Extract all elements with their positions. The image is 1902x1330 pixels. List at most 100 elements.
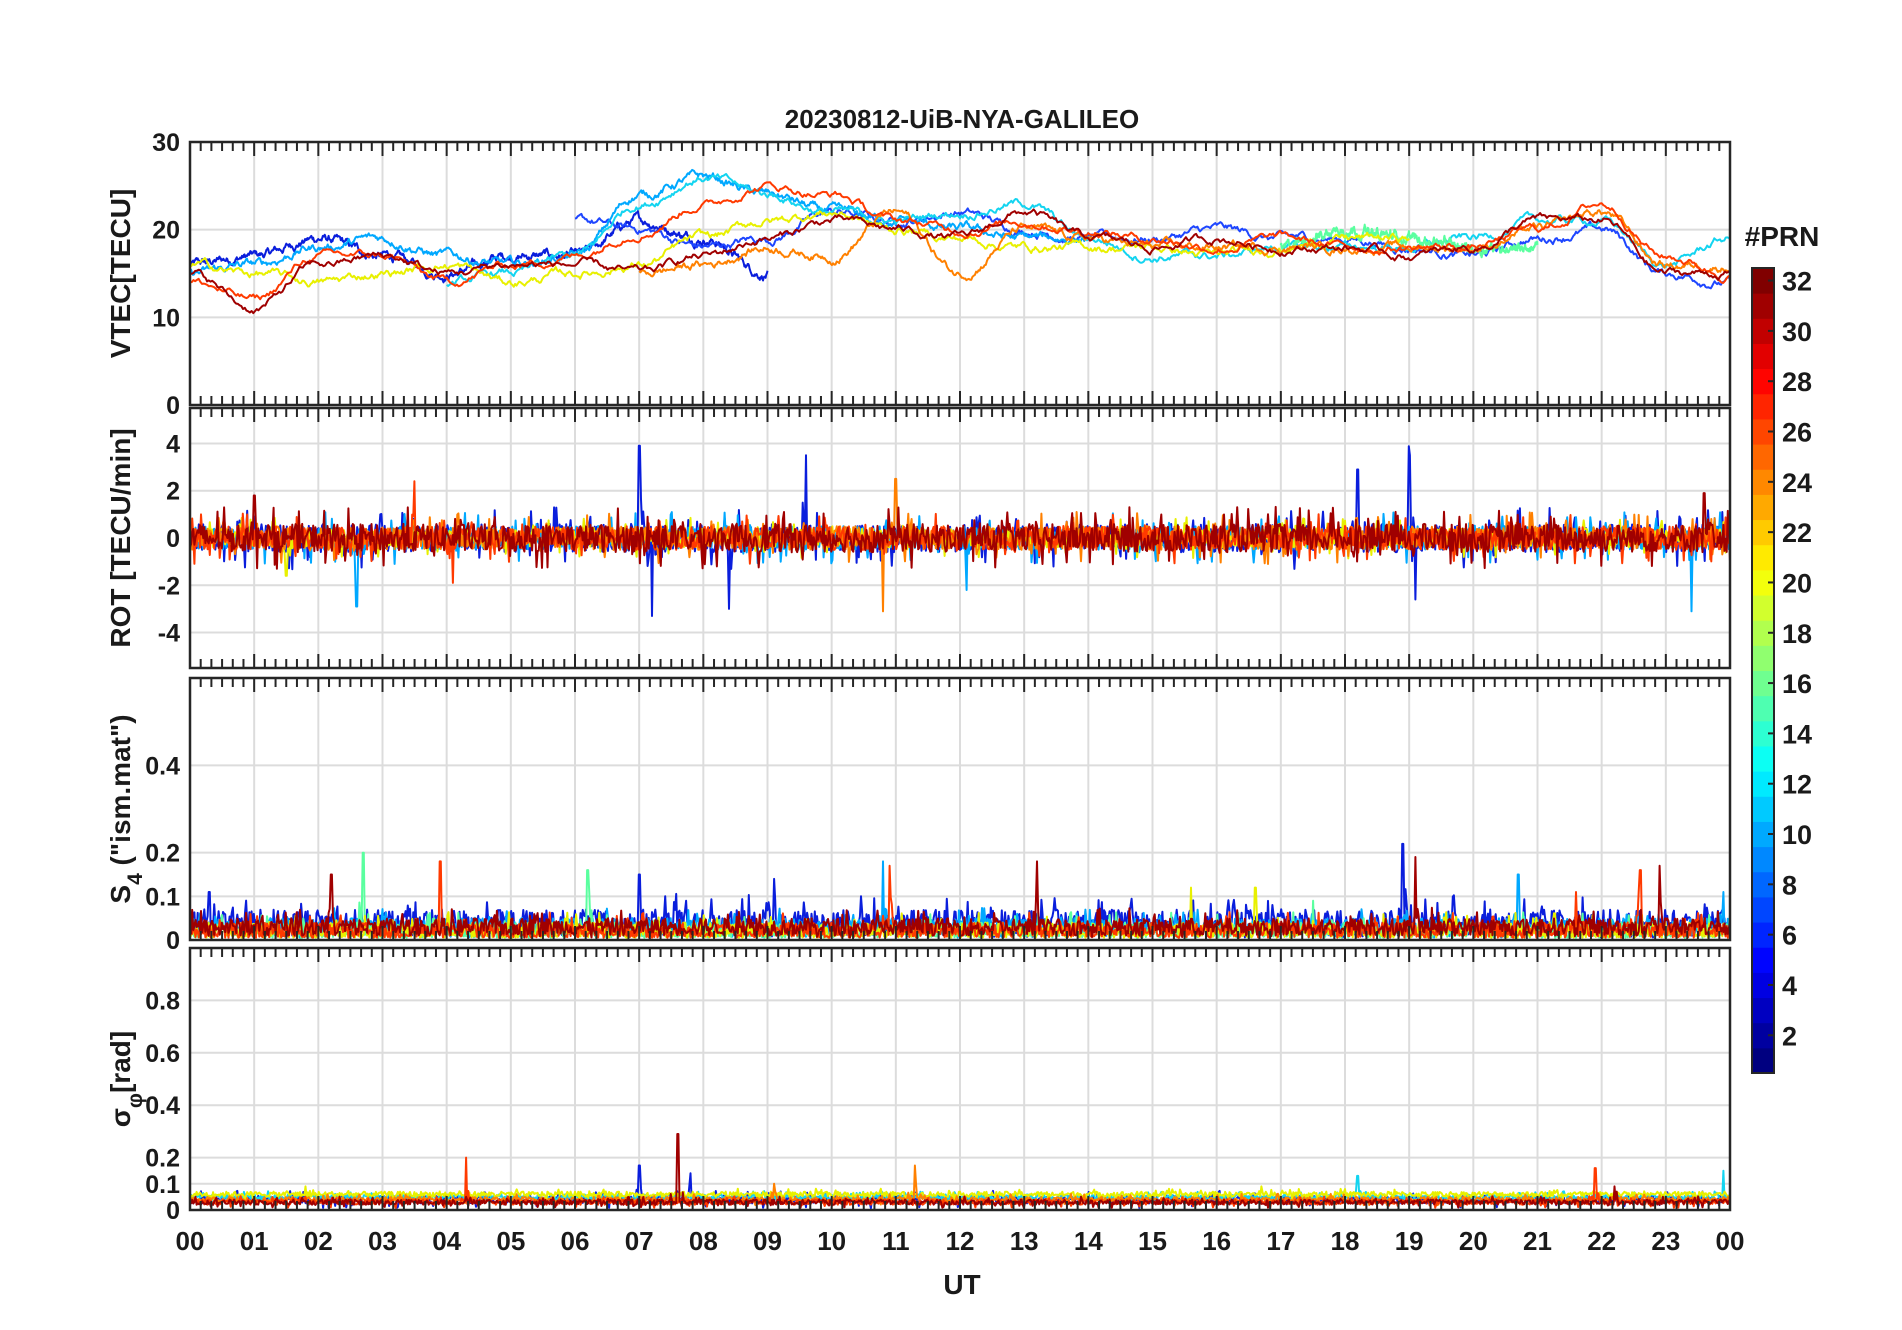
y-tick-label: -4 (158, 620, 180, 648)
y-tick-label: 0.1 (145, 883, 180, 911)
panel-vtec: 0 10 20 30 VTEC[TECU] (105, 129, 1732, 420)
series-group (190, 168, 1730, 315)
colorbar-step (1752, 896, 1774, 923)
colorbar-step (1752, 771, 1774, 797)
colorbar-step (1752, 645, 1774, 671)
y-axis-label-main: S (105, 885, 136, 904)
colorbar-step (1752, 620, 1774, 646)
colorbar-step (1752, 745, 1774, 772)
colorbar-tick-label: 20 (1782, 568, 1812, 598)
colorbar-step (1752, 368, 1774, 395)
y-axis-label: VTEC[TECU] (105, 189, 136, 359)
colorbar-frame (1751, 267, 1775, 1074)
y-tick-label: -2 (158, 572, 180, 600)
x-tick-label: 13 (1010, 1226, 1039, 1256)
colorbar-tick-label: 18 (1782, 619, 1812, 649)
x-tick-label: 06 (561, 1226, 590, 1256)
series-line-prn-27 (190, 181, 1730, 301)
colorbar-step (1752, 821, 1774, 848)
y-tick-label: 10 (152, 304, 180, 332)
y-tick-label: 0.2 (145, 840, 180, 868)
y-tick-label: 0.4 (145, 1092, 180, 1120)
colorbar-tick-label: 10 (1782, 820, 1812, 850)
x-tick-label: 07 (625, 1226, 654, 1256)
x-tick-label: 05 (496, 1226, 525, 1256)
colorbar-tick-label: 16 (1782, 669, 1812, 699)
panel-sigma_phi: 00.10.2 0.4 0.6 0.8 σφ[rad] (105, 946, 1732, 1225)
colorbar-step (1752, 268, 1774, 294)
x-tick-label: 16 (1202, 1226, 1231, 1256)
x-tick-label: 22 (1587, 1226, 1616, 1256)
y-axis-label-rest: [rad] (105, 1031, 136, 1093)
x-tick-label: 01 (240, 1226, 269, 1256)
x-tick-label: 17 (1266, 1226, 1295, 1256)
colorbar-step (1752, 318, 1774, 344)
colorbar-step (1752, 293, 1774, 319)
y-tick-label: 0.1 (145, 1171, 180, 1199)
y-tick-label: 0.4 (145, 752, 180, 780)
y-tick-label: 4 (166, 430, 180, 458)
x-tick-label: 10 (817, 1226, 846, 1256)
colorbar-step (1752, 393, 1774, 420)
colorbar-tick-label: 22 (1782, 518, 1812, 548)
y-tick-label: 0 (166, 525, 180, 553)
x-tick-label: 12 (946, 1226, 975, 1256)
colorbar-step (1752, 544, 1774, 571)
y-tick-label: 0.6 (145, 1040, 180, 1068)
colorbar-tick-label: 12 (1782, 770, 1812, 800)
panel-rot: -4 -2 0 2 4 ROT [TECU/min] (105, 406, 1732, 670)
series-line-prn-31 (190, 492, 1730, 570)
colorbar-step (1752, 871, 1774, 898)
colorbar-step (1752, 922, 1774, 948)
colorbar-tick-label: 14 (1782, 719, 1812, 749)
colorbar-tick-label: 28 (1782, 367, 1812, 397)
y-tick-label: 20 (152, 217, 180, 245)
x-tick-label: 08 (689, 1226, 718, 1256)
colorbar-step (1752, 444, 1774, 470)
x-tick-label: 04 (432, 1226, 461, 1256)
colorbar-step (1752, 947, 1774, 973)
colorbar-step (1752, 1022, 1774, 1049)
colorbar-step (1752, 670, 1774, 697)
colorbar-tick-label: 24 (1782, 468, 1812, 498)
x-tick-label: 14 (1074, 1226, 1103, 1256)
x-tick-label: 00 (176, 1226, 205, 1256)
x-tick-label: 02 (304, 1226, 333, 1256)
y-axis-label-sub: φ (124, 1093, 147, 1108)
colorbar-step (1752, 972, 1774, 999)
colorbar-step (1752, 469, 1774, 495)
series-line-prn-20 (190, 1185, 1730, 1201)
y-tick-label: 2 (166, 478, 180, 506)
x-axis-labels: 00 01 02 03 04 05 06 07 08 09 10 11 12 13 14 15 16 17 18 19… (176, 1226, 1745, 1256)
y-axis-label: σφ[rad] (105, 1031, 147, 1127)
y-tick-label: 30 (152, 129, 180, 157)
x-axis-label: UT (943, 1269, 980, 1300)
x-tick-label: 03 (368, 1226, 397, 1256)
y-axis-label-rest: ("ism.mat") (105, 714, 136, 873)
colorbar-step (1752, 997, 1774, 1024)
colorbar-step (1752, 494, 1774, 521)
colorbar-tick-label: 32 (1782, 267, 1812, 297)
series-line-prn-31 (190, 208, 1730, 315)
x-tick-label: 00 (1716, 1226, 1745, 1256)
y-axis-label-sub: 4 (124, 873, 147, 885)
y-tick-label: 0.2 (145, 1145, 180, 1173)
colorbar-step (1752, 695, 1774, 722)
colorbar-step (1752, 569, 1774, 596)
colorbar-tick-label: 26 (1782, 418, 1812, 448)
panel-s4: 00.10.20.4S4 ("ism.mat") (105, 676, 1732, 955)
y-axis-label: S4 ("ism.mat") (105, 714, 147, 903)
x-tick-label: 21 (1523, 1226, 1552, 1256)
colorbar-step (1752, 846, 1774, 873)
x-tick-label: 20 (1459, 1226, 1488, 1256)
x-tick-label: 15 (1138, 1226, 1167, 1256)
colorbar-tick-label: 30 (1782, 317, 1812, 347)
x-tick-label: 09 (753, 1226, 782, 1256)
colorbar-step (1752, 796, 1774, 822)
series-group (190, 444, 1730, 617)
y-axis-label-main: σ (105, 1108, 136, 1127)
colorbar-tick-label: 4 (1782, 971, 1797, 1001)
